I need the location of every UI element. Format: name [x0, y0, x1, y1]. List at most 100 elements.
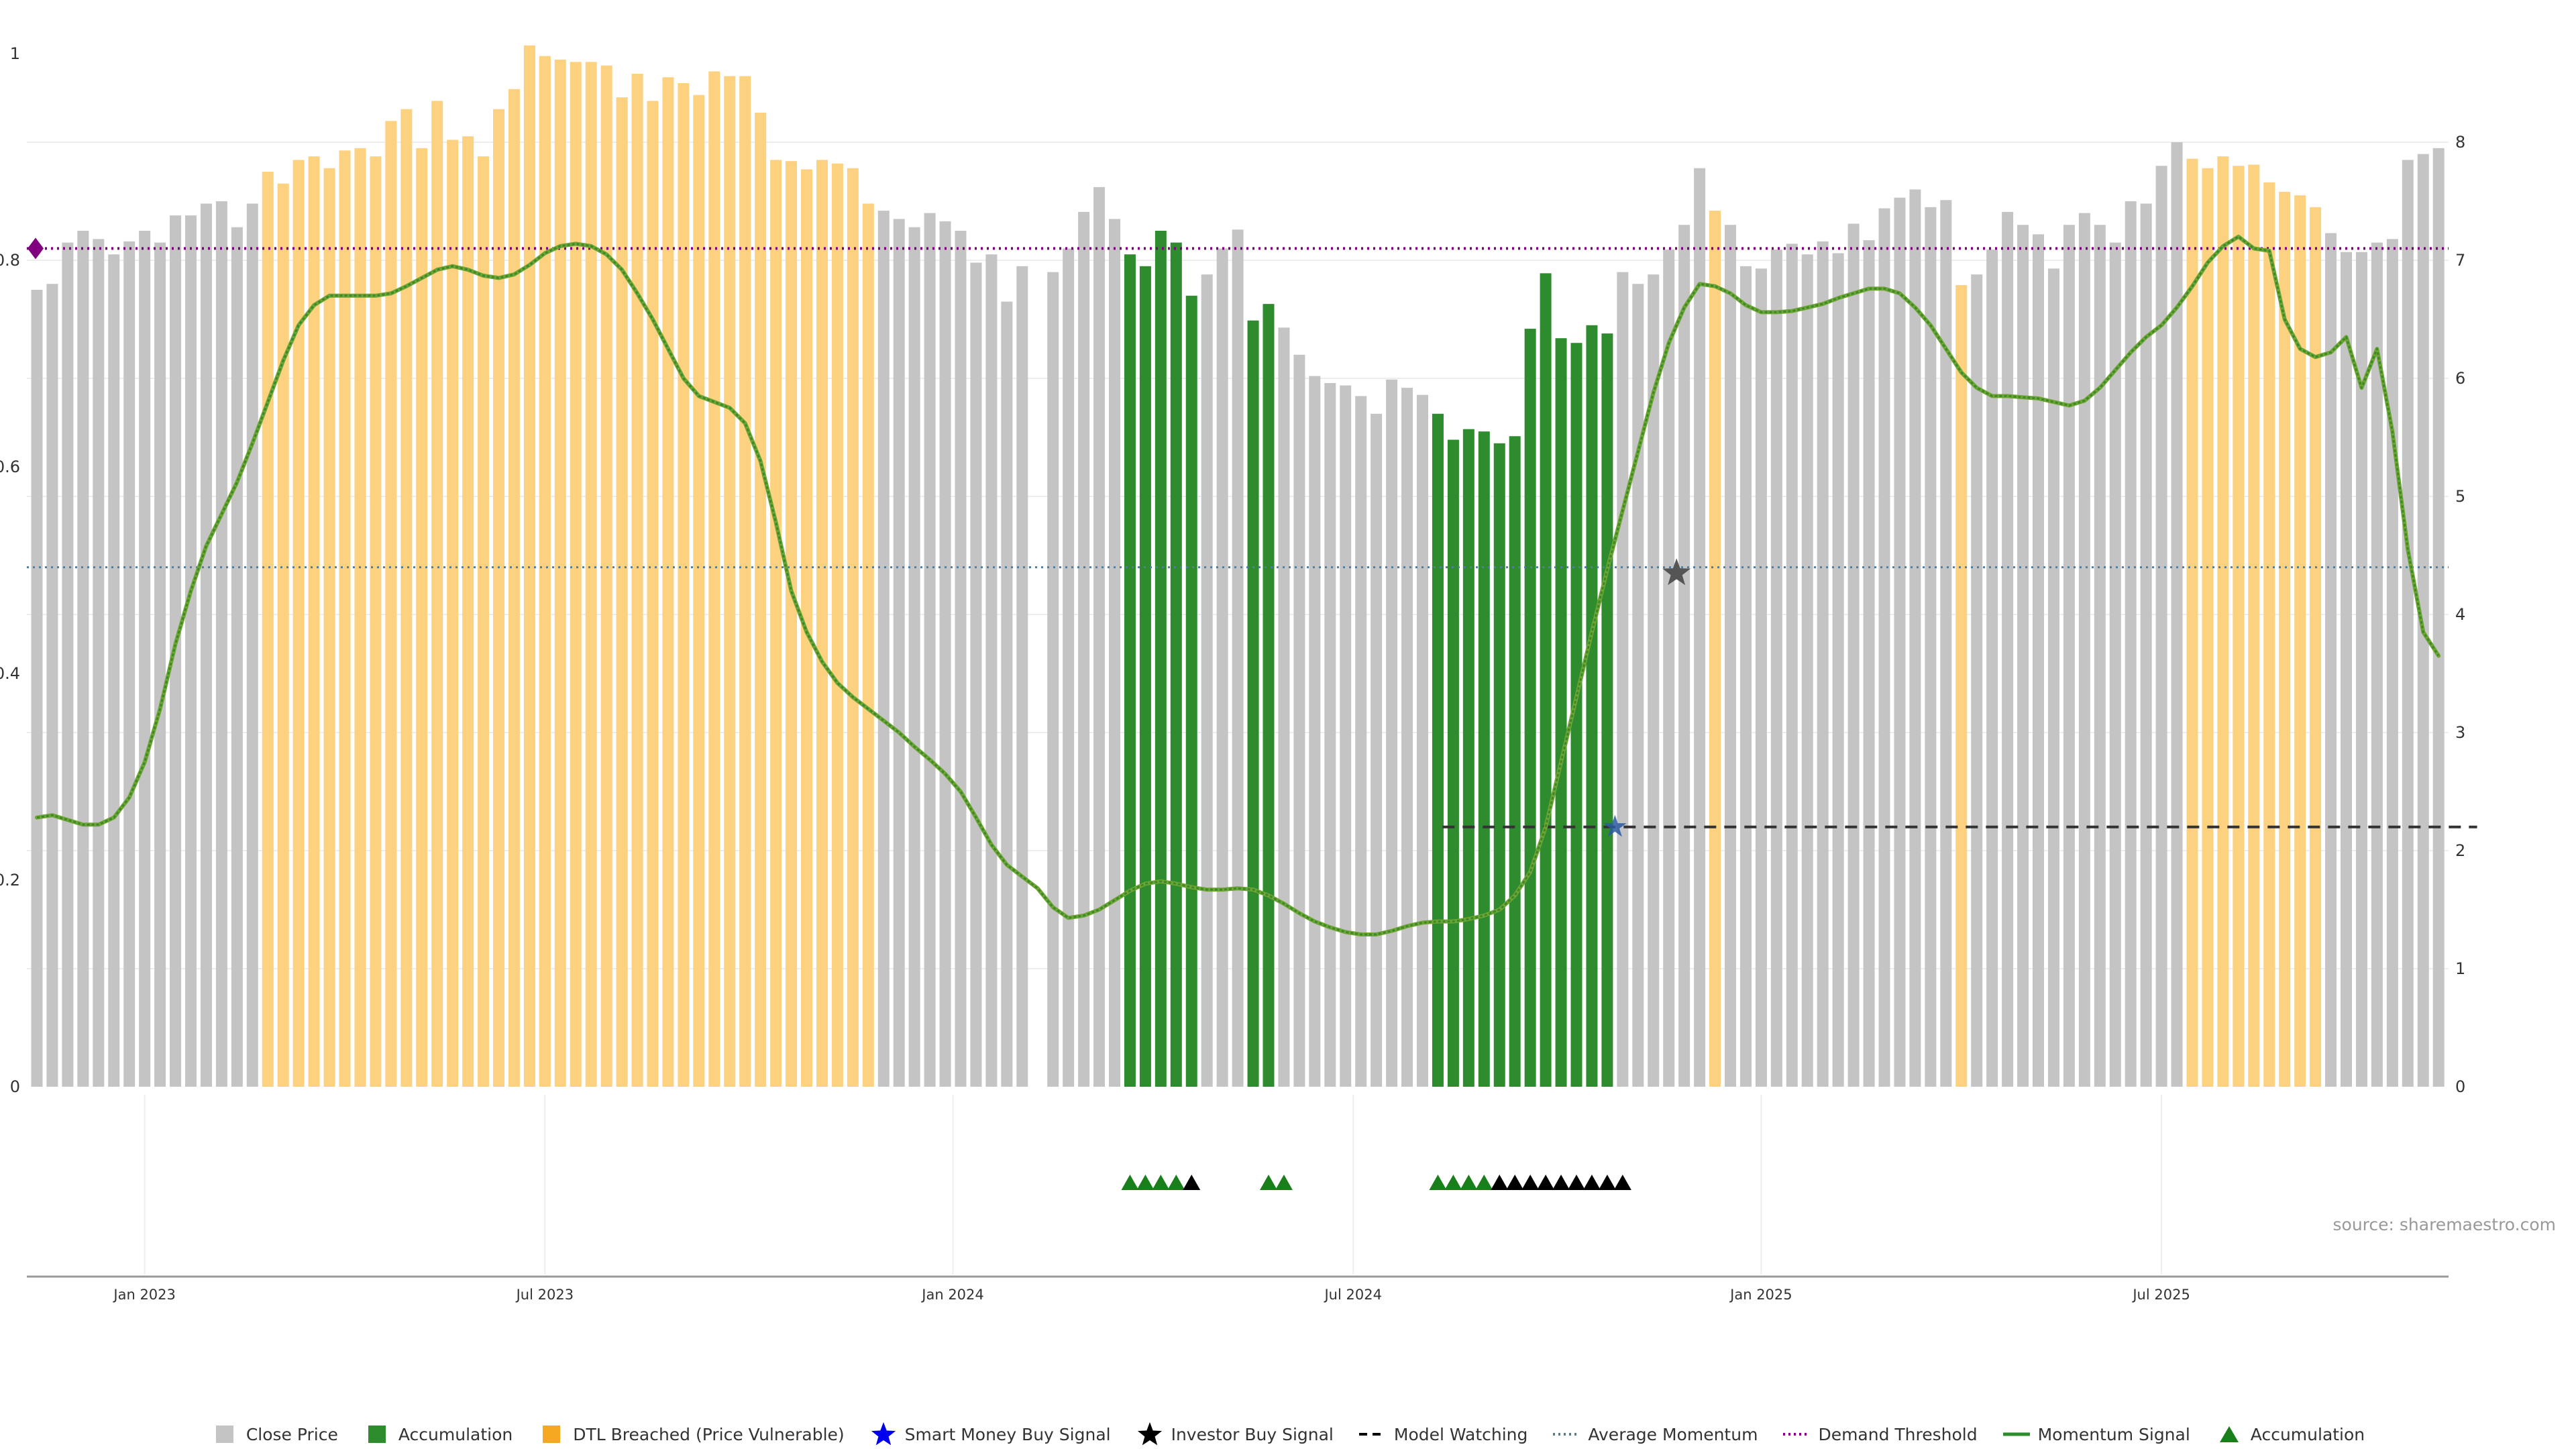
dtl-breached-bar	[2186, 158, 2198, 1087]
accumulation-bar	[1447, 439, 1459, 1087]
accumulation-triangle	[1429, 1175, 1447, 1190]
close-price-bar	[908, 227, 920, 1087]
right-axis-tick-label: 5	[2455, 487, 2465, 506]
close-price-bar	[1894, 197, 1906, 1087]
dtl-breached-bar	[693, 95, 705, 1087]
close-price-bar	[1355, 396, 1367, 1087]
accumulation-bar	[1170, 242, 1182, 1087]
right-axis-tick-label: 8	[2455, 133, 2465, 152]
close-price-bar	[2386, 239, 2398, 1087]
dtl-breached-bar	[600, 65, 612, 1087]
accumulation-bar	[1478, 431, 1490, 1087]
close-price-bar	[1293, 354, 1305, 1087]
legend-label: Accumulation	[398, 1424, 513, 1444]
accumulation-bar	[1586, 325, 1598, 1087]
accumulation-triangle	[1121, 1175, 1139, 1190]
x-axis-tick-label: Jul 2023	[515, 1287, 574, 1303]
close-price-bar	[877, 211, 890, 1087]
dtl-breached-bar	[678, 83, 690, 1087]
left-axis-tick-label: 0.2	[0, 871, 20, 890]
dtl-breached-bar	[277, 183, 289, 1087]
close-price-bar	[1093, 186, 1106, 1087]
close-price-bar	[955, 231, 967, 1087]
momentum-signal-series	[35, 234, 2441, 936]
legend-symbol-line-icon	[2002, 1423, 2030, 1446]
dtl-breached-bar	[478, 156, 490, 1087]
close-price-bar	[2063, 225, 2075, 1087]
close-price-bar	[1847, 223, 1860, 1087]
legend-label: Demand Threshold	[1818, 1424, 1978, 1444]
dtl-breached-bar	[308, 156, 320, 1087]
legend-label: Model Watching	[1393, 1424, 1528, 1444]
close-price-bar	[62, 242, 74, 1087]
left-axis-tick-label: 0.8	[0, 251, 20, 270]
close-price-bar	[154, 242, 166, 1087]
legend-label: Average Momentum	[1588, 1424, 1758, 1444]
dtl-breached-bar	[2279, 191, 2291, 1087]
dtl-breached-bar	[2202, 168, 2214, 1087]
accumulation-bar	[1601, 333, 1613, 1087]
close-price-bar	[1725, 225, 1736, 1087]
legend-item: Model Watching	[1358, 1423, 1528, 1446]
legend-label: Momentum Signal	[2037, 1424, 2190, 1444]
close-price-bar	[215, 201, 227, 1087]
close-price-bar	[2017, 225, 2029, 1087]
right-axis-tick-label: 2	[2455, 841, 2465, 860]
x-axis-tick-label: Jan 2025	[1729, 1287, 1792, 1303]
close-price-bar	[1063, 248, 1075, 1087]
legend-item: Accumulation	[2216, 1423, 2365, 1446]
close-price-bar	[246, 203, 258, 1087]
left-axis-tick-label: 1	[10, 44, 20, 63]
close-price-bar	[939, 221, 951, 1087]
dtl-breached-bar	[554, 59, 566, 1087]
legend-item: Investor Buy Signal	[1136, 1422, 1334, 1446]
close-price-bar	[1216, 248, 1228, 1087]
accumulation-triangle	[1260, 1175, 1277, 1190]
legend-symbol-star-icon	[870, 1422, 897, 1446]
close-price-bar	[1386, 379, 1398, 1087]
close-price-bar	[1047, 272, 1059, 1087]
dtl-breached-bar	[585, 62, 597, 1087]
legend-symbol-dotted-icon	[1783, 1423, 1811, 1446]
right-axis-tick-label: 6	[2455, 369, 2465, 388]
legend-item: Close Price	[211, 1423, 338, 1446]
close-price-bar	[1940, 200, 1952, 1087]
legend-item: Accumulation	[364, 1423, 513, 1446]
accumulation-triangle	[1152, 1175, 1170, 1190]
right-axis-tick-label: 0	[2455, 1077, 2465, 1096]
dtl-breached-bar	[416, 148, 428, 1087]
close-price-bar	[1340, 385, 1352, 1087]
signal-triangle	[1552, 1175, 1570, 1190]
close-price-bar	[123, 241, 136, 1087]
accumulation-bar	[1263, 304, 1275, 1087]
close-price-bar	[2140, 203, 2152, 1087]
close-price-bar	[231, 227, 243, 1087]
source-label: source: sharemaestro.com	[2333, 1215, 2557, 1234]
close-price-bar	[1632, 284, 1644, 1087]
close-price-bar	[1925, 207, 1937, 1087]
close-price-bar	[970, 262, 982, 1087]
x-axis-tick-label: Jan 2024	[920, 1287, 984, 1303]
dtl-breached-bar	[662, 77, 674, 1087]
dtl-breached-bar	[2294, 195, 2306, 1087]
dtl-breached-bar	[724, 76, 736, 1087]
legend-label: Close Price	[246, 1424, 338, 1444]
close-price-bar	[1909, 189, 1921, 1087]
signal-triangle	[1506, 1175, 1524, 1190]
close-price-bar	[31, 290, 43, 1087]
dtl-breached-bar	[1955, 284, 1968, 1087]
dtl-breached-bar	[2233, 166, 2245, 1087]
dtl-breached-bar	[816, 160, 828, 1087]
close-price-bar	[2341, 252, 2352, 1087]
close-price-bar	[1232, 229, 1244, 1087]
accumulation-bar	[1555, 338, 1567, 1087]
legend: Close Price Accumulation DTL Breached (Pri…	[0, 1417, 2576, 1451]
legend-symbol-triangle-icon	[2216, 1423, 2243, 1446]
dtl-breached-bar	[370, 156, 382, 1087]
dtl-breached-bar	[739, 76, 751, 1087]
close-price-bar	[1078, 211, 1090, 1087]
signal-triangle	[1582, 1175, 1601, 1190]
accumulation-bar	[1540, 273, 1552, 1087]
accumulation-bar	[1139, 266, 1151, 1087]
